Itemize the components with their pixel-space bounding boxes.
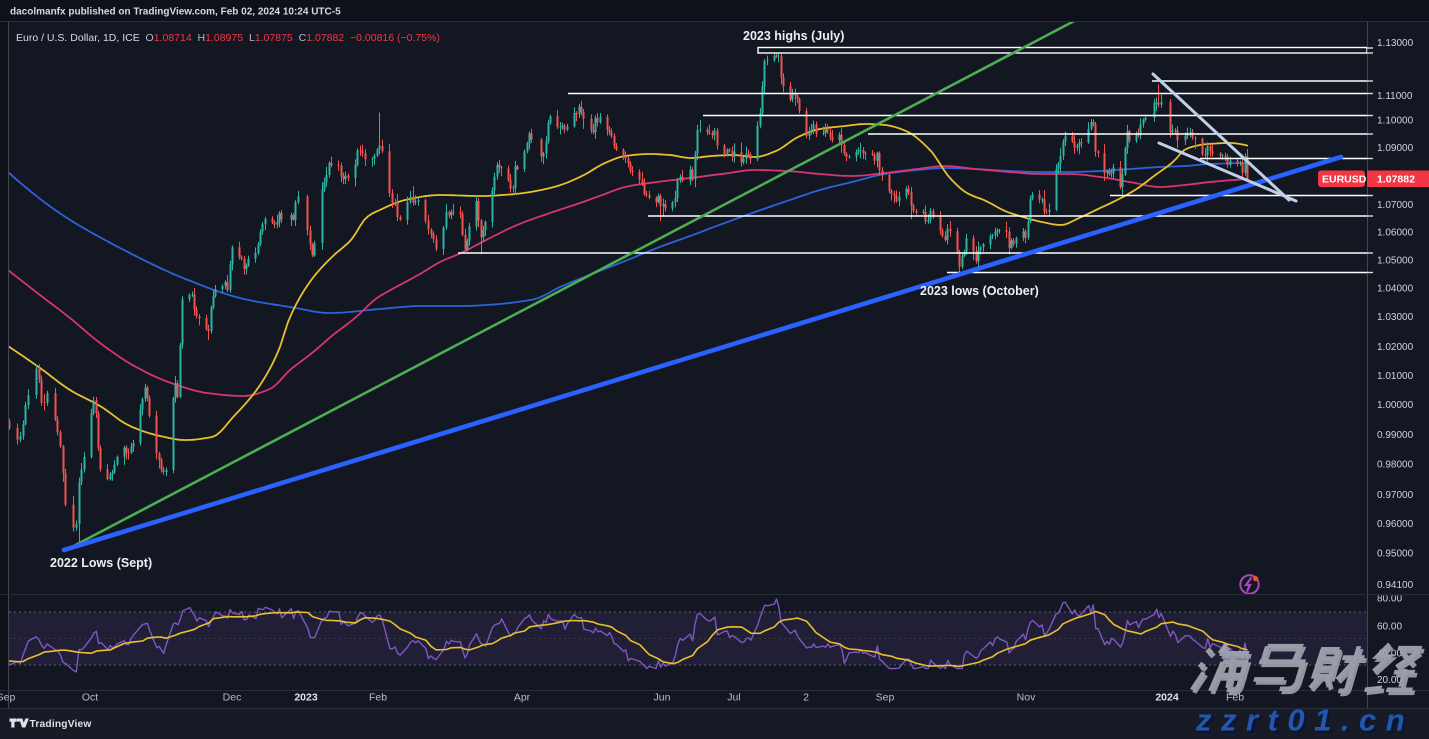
svg-text:1.11000: 1.11000 [1377,91,1413,102]
svg-text:2023 lows (October): 2023 lows (October) [920,284,1039,298]
svg-text:40.00: 40.00 [1377,648,1402,659]
svg-text:0.98000: 0.98000 [1377,459,1414,470]
svg-text:1.04000: 1.04000 [1377,283,1414,294]
svg-text:Dec: Dec [223,692,242,704]
svg-text:2: 2 [803,692,809,704]
svg-text:Sep: Sep [876,692,895,704]
svg-text:0.96000: 0.96000 [1377,519,1414,530]
svg-text:EURUSD: EURUSD [1322,174,1367,186]
svg-text:2023 highs (July): 2023 highs (July) [743,29,844,43]
svg-text:Sep: Sep [0,692,15,704]
svg-text:1.01000: 1.01000 [1377,371,1414,382]
svg-text:1.10000: 1.10000 [1377,115,1414,126]
svg-text:60.00: 60.00 [1377,621,1402,632]
svg-text:1.09000: 1.09000 [1377,143,1414,154]
svg-text:1.05000: 1.05000 [1377,256,1414,267]
svg-text:1.13000: 1.13000 [1377,38,1414,49]
svg-text:0.99000: 0.99000 [1377,430,1414,441]
svg-text:Oct: Oct [82,692,98,704]
svg-text:zzrt01.cn: zzrt01.cn [1195,703,1414,738]
svg-text:TradingView: TradingView [30,719,92,730]
svg-text:1.07882: 1.07882 [1377,174,1415,186]
svg-text:0.95000: 0.95000 [1377,548,1414,559]
svg-text:1.03000: 1.03000 [1377,312,1414,323]
svg-text:Nov: Nov [1017,692,1036,704]
svg-text:0.94100: 0.94100 [1377,580,1414,591]
svg-text:Euro / U.S. Dollar, 1D, ICE O: Euro / U.S. Dollar, 1D, ICE O1.08714 H1.… [16,32,440,44]
svg-text:1.02000: 1.02000 [1377,342,1414,353]
svg-text:1.07000: 1.07000 [1377,200,1414,211]
svg-text:Apr: Apr [514,692,531,704]
svg-text:1.06000: 1.06000 [1377,228,1414,239]
svg-text:0.97000: 0.97000 [1377,490,1414,501]
svg-text:2023: 2023 [294,692,318,704]
svg-text:Feb: Feb [369,692,387,704]
svg-text:zzrt01.cn: zzrt01.cn [1198,705,1417,739]
svg-text:2022 Lows (Sept): 2022 Lows (Sept) [50,556,152,570]
svg-text:80.00: 80.00 [1377,593,1402,604]
svg-text:dacolmanfx published on Tradin: dacolmanfx published on TradingView.com,… [10,7,341,18]
svg-text:1.00000: 1.00000 [1377,400,1414,411]
svg-text:2024: 2024 [1155,692,1179,704]
svg-text:Jul: Jul [727,692,740,704]
svg-text:20.00: 20.00 [1377,675,1402,686]
svg-text:Jun: Jun [654,692,671,704]
